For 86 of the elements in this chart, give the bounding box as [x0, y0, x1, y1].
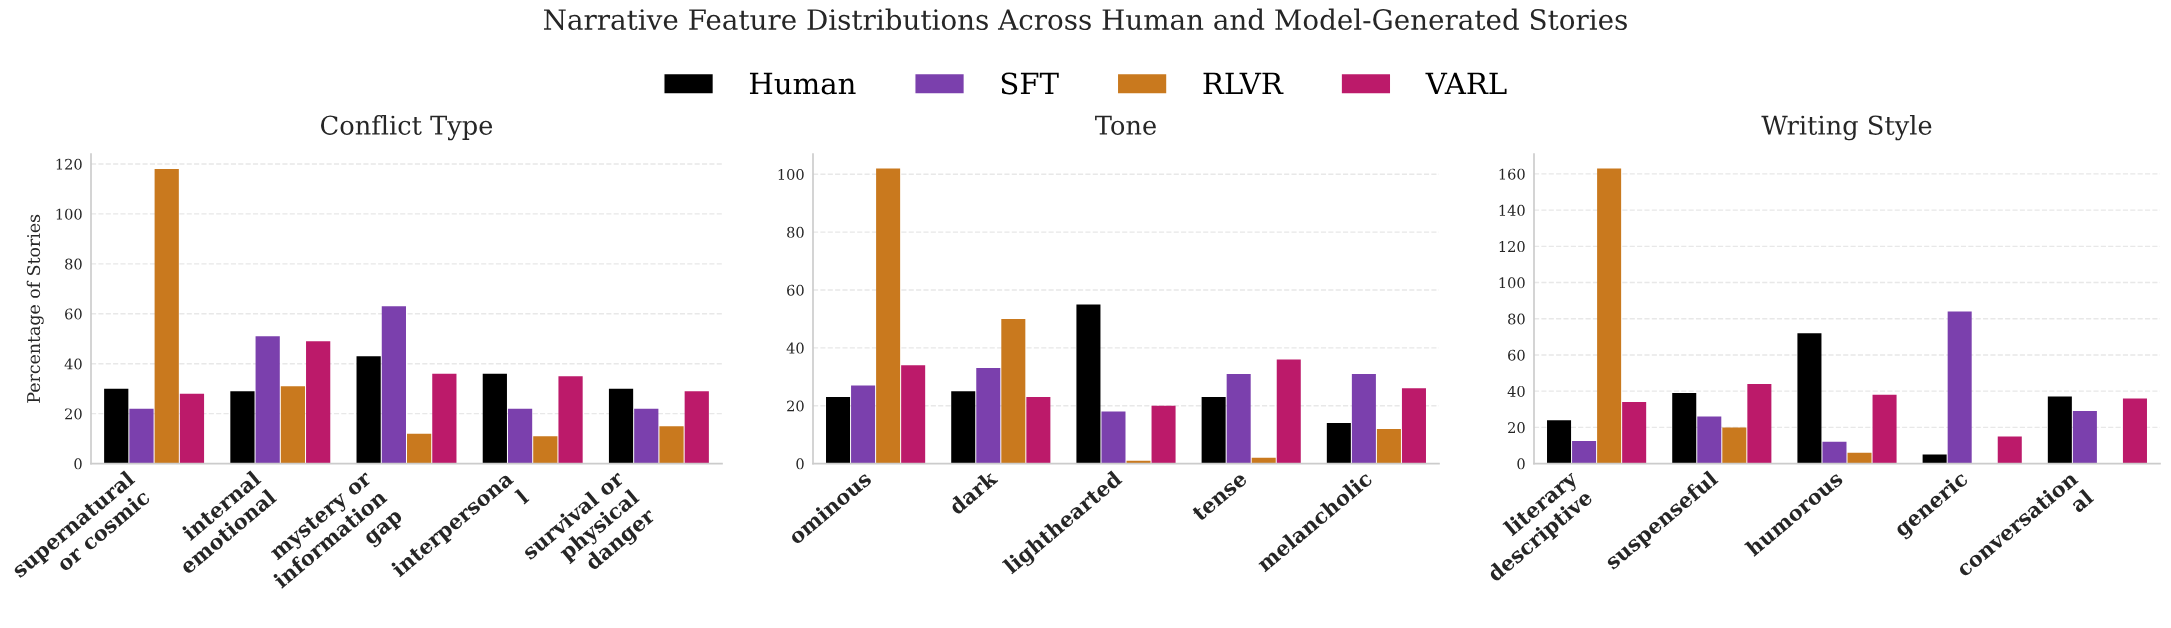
chart-title: Conflict Type: [321, 115, 493, 141]
bar: [1026, 397, 1051, 464]
y-tick-label: 0: [74, 458, 82, 470]
y-tick-label: 20: [787, 400, 804, 412]
bar: [432, 373, 457, 464]
bar: [104, 388, 129, 464]
y-tick-label: 0: [1517, 458, 1525, 470]
bar: [533, 436, 558, 464]
bar: [684, 391, 709, 464]
y-tick-label: 40: [64, 358, 82, 370]
bar: [1151, 405, 1176, 464]
bar: [1276, 359, 1301, 464]
bar: [876, 168, 901, 464]
y-tick-label: 80: [787, 226, 804, 238]
bar: [1572, 440, 1597, 464]
bar: [381, 306, 406, 464]
bar: [2072, 411, 2097, 464]
bar: [558, 376, 583, 464]
bar: [2122, 398, 2147, 464]
y-tick-label: 20: [1508, 422, 1525, 434]
y-tick-label: 80: [1508, 313, 1525, 325]
y-tick-label: 40: [1507, 385, 1525, 397]
bar: [1376, 428, 1401, 464]
y-tick-label: 100: [1499, 277, 1525, 289]
bar: [901, 365, 926, 464]
y-tick-label: 60: [787, 284, 804, 296]
bar: [306, 341, 331, 464]
chart-title: Tone: [1095, 115, 1156, 135]
y-tick-label: 60: [65, 308, 82, 320]
y-tick-label: 100: [778, 168, 804, 180]
bar: [179, 393, 205, 464]
y-tick-label: 20: [65, 408, 82, 420]
y-tick-label: 40: [786, 342, 804, 354]
bar: [2047, 396, 2072, 464]
bar: [1872, 394, 1897, 464]
bar: [1351, 373, 1376, 464]
y-axis-title: Percentage of Stories: [26, 214, 44, 403]
bar: [482, 373, 507, 464]
bar: [1076, 304, 1101, 464]
bar: [230, 391, 255, 464]
bar: [1672, 392, 1697, 464]
bar: [608, 388, 634, 464]
bar: [356, 356, 381, 464]
bar: [1201, 397, 1226, 464]
y-tick-label: 140: [1499, 204, 1525, 216]
legend-label: VARL: [1425, 72, 1507, 95]
bar: [1547, 420, 1572, 464]
bar: [976, 368, 1001, 464]
bar: [1747, 383, 1772, 464]
bar: [255, 336, 280, 464]
bar: [154, 168, 179, 464]
bar: [951, 391, 976, 464]
chart-title: Writing Style: [1761, 115, 1932, 141]
y-tick-label: 80: [65, 258, 82, 270]
bar: [1947, 311, 1972, 464]
bar: [1101, 411, 1126, 464]
bar: [1997, 436, 2022, 464]
bar: [407, 433, 432, 464]
bar: [507, 408, 533, 464]
y-tick-label: 160: [1499, 168, 1525, 180]
y-tick-label: 0: [796, 458, 804, 470]
bar: [634, 408, 659, 464]
legend-label: RLVR: [1203, 72, 1284, 95]
y-tick-label: 120: [1499, 241, 1525, 253]
bar: [851, 385, 876, 464]
bar: [1622, 402, 1647, 464]
legend-label: Human: [749, 72, 856, 95]
bar: [1001, 318, 1026, 464]
text: Narrative Feature Distributions Across Human and Model-Generated Stories: [544, 8, 1627, 31]
bar: [1822, 441, 1847, 464]
y-tick-label: 120: [56, 158, 82, 170]
bar: [1226, 373, 1251, 464]
y-tick-label: 100: [56, 208, 82, 220]
bar: [826, 397, 851, 464]
bar: [1722, 427, 1747, 464]
bar: [1847, 452, 1872, 464]
bar: [1401, 388, 1426, 464]
bar: [1326, 423, 1351, 464]
legend-label: SFT: [1001, 72, 1059, 95]
y-tick-label: 60: [1508, 349, 1525, 361]
bar: [280, 386, 306, 464]
bar: [659, 426, 684, 464]
bar: [129, 408, 154, 464]
bar: [1797, 333, 1822, 464]
bar: [1597, 168, 1622, 464]
bar: [1697, 416, 1722, 464]
